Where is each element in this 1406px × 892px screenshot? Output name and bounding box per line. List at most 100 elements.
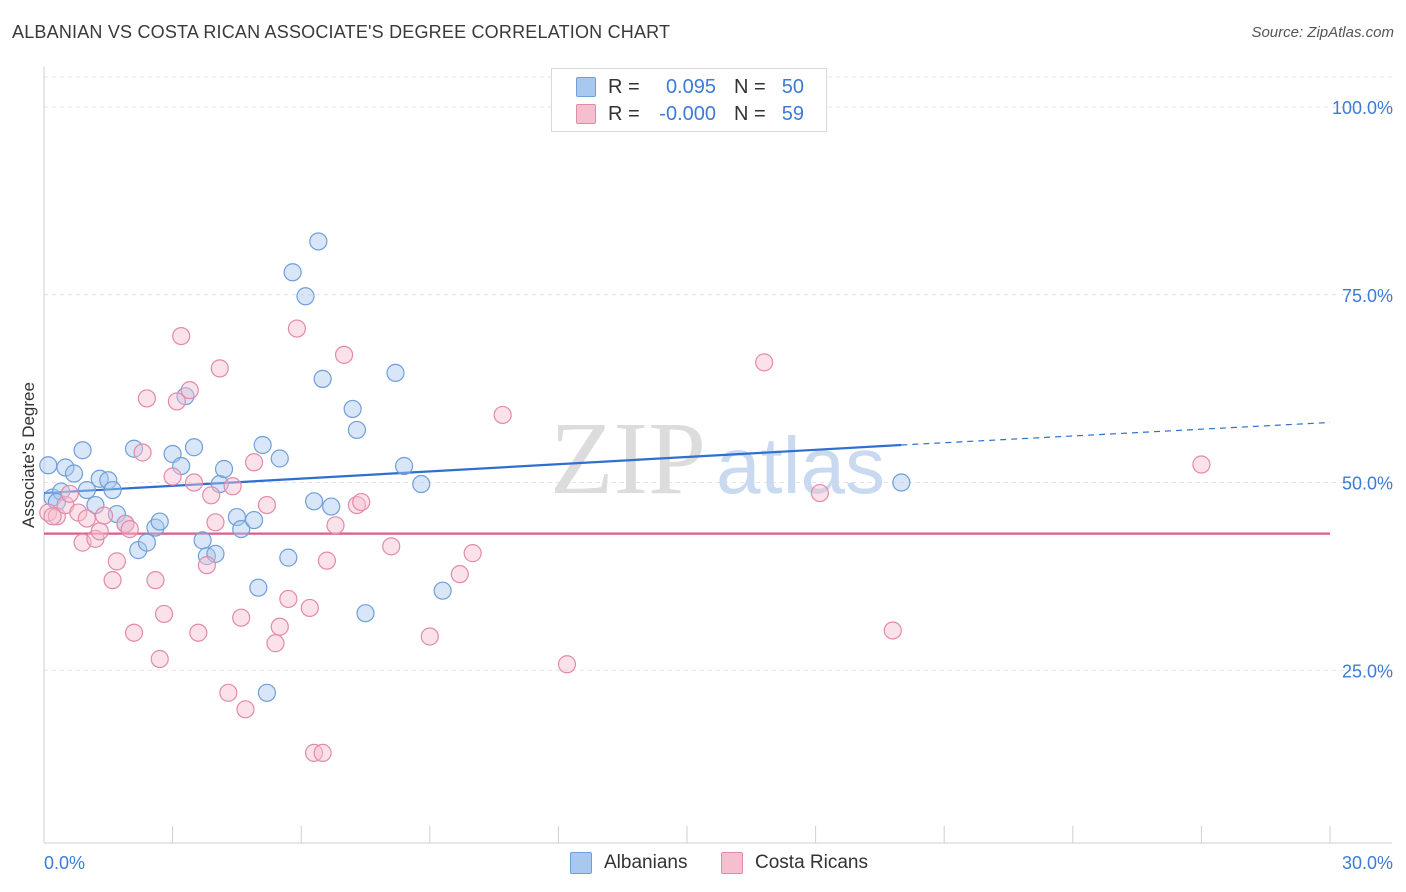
costa-ricans-point [463,544,482,563]
albanians-point [356,604,375,623]
costa-ricans-point [257,495,277,515]
legend-r-value: -0.000 [659,102,716,125]
legend-row-costa-ricans: R = -0.000 N = 59 [576,100,804,128]
legend-row-albanians: R = 0.095 N = 50 [576,73,804,101]
legend-n-value: 59 [781,102,804,125]
albanians-point [270,449,289,468]
costa-ricans-point [133,443,152,462]
albanians-point [304,492,324,511]
albanians-point [412,474,431,494]
series-legend-costa-ricans[interactable]: Costa Ricans [721,852,868,874]
costa-ricans-point [420,627,439,646]
series-swatch-costa-ricans [721,852,743,874]
albanians-point [394,456,414,476]
albanians-point [214,459,234,479]
costa-ricans-point [202,486,221,505]
costa-ricans-point [197,556,216,575]
correlation-legend: R = 0.095 N = 50 R = -0.000 N = 59 [551,68,827,132]
costa-ricans-point [167,392,186,411]
costa-ricans-point [317,551,337,570]
legend-swatch-albanians [576,77,596,97]
y-tick-label: 100.0% [1332,98,1393,118]
costa-ricans-point [124,623,144,642]
series-swatch-albanians [570,852,592,874]
costa-ricans-point [279,589,298,609]
albanians-trend-extension [901,421,1331,446]
costa-ricans-point [223,477,242,496]
data-points [39,232,1211,762]
y-tick-label: 75.0% [1342,286,1393,306]
y-axis-label: Associate's Degree [19,382,38,528]
costa-ricans-point [236,700,255,719]
costa-ricans-point [107,552,126,571]
series-legend: Albanians Costa Ricans [0,852,1406,876]
albanians-point [386,363,405,382]
x-tick-label: 30.0% [1342,853,1393,873]
albanians-point [249,578,268,597]
watermark: ZIP atlas [550,401,885,516]
legend-r-label: R = [608,75,640,98]
albanians-point [232,519,251,539]
x-tick-label: 0.0% [44,853,85,873]
costa-ricans-point [266,634,285,653]
costa-ricans-point [810,483,829,503]
albanians-point [309,232,328,251]
costa-ricans-point [90,522,109,541]
costa-ricans-point [43,507,62,526]
legend-r-label: R = [608,102,640,125]
legend-r-value: 0.095 [665,75,716,98]
costa-ricans-point [557,655,577,674]
costa-ricans-point [189,623,208,642]
costa-ricans-point [180,381,199,400]
albanians-point [253,435,272,455]
albanians-point [99,471,118,490]
y-tick-label: 25.0% [1342,661,1393,681]
costa-ricans-point [352,492,371,512]
albanians-point [73,441,92,460]
albanians-point [150,512,169,531]
series-label-costa-ricans: Costa Ricans [755,852,868,873]
costa-ricans-point [382,537,401,556]
albanians-point [347,420,367,440]
axes [43,67,1392,844]
albanians-point [77,480,96,500]
albanians-point [433,581,452,600]
costa-ricans-point [137,389,156,408]
y-tick-label: 50.0% [1342,474,1393,494]
legend-n-value: 50 [781,75,804,98]
costa-ricans-point [270,617,289,636]
grid-lines [44,76,1392,671]
albanians-point [322,497,341,516]
costa-ricans-point [493,405,512,425]
albanians-point [257,683,277,702]
costa-ricans-point [206,513,225,532]
costa-ricans-point [313,743,332,762]
series-legend-albanians[interactable]: Albanians [570,852,687,874]
albanians-point [193,531,212,550]
albanians-point [283,263,302,282]
albanians-point [64,464,84,483]
albanians-point [343,399,362,419]
costa-ricans-point [450,565,469,584]
costa-ricans-point [232,608,251,627]
albanians-trend-line [43,443,902,495]
watermark-zip: ZIP [550,401,706,516]
legend-n-label: N = [734,102,766,125]
albanians-point [279,548,298,567]
costa-ricans-point [219,683,238,702]
costa-ricans-point [755,353,774,372]
albanians-point [103,480,122,500]
costa-ricans-point [1192,455,1211,474]
albanians-point [892,473,911,492]
costa-ricans-point [883,621,902,640]
costa-ricans-point [120,519,139,539]
albanians-point [184,438,204,457]
costa-ricans-point [244,453,264,472]
costa-ricans-point [184,473,204,492]
costa-ricans-point [300,598,319,618]
albanians-point [39,456,58,475]
watermark-atlas: atlas [716,421,885,510]
legend-n-label: N = [734,75,766,98]
trend-lines [43,421,1331,535]
